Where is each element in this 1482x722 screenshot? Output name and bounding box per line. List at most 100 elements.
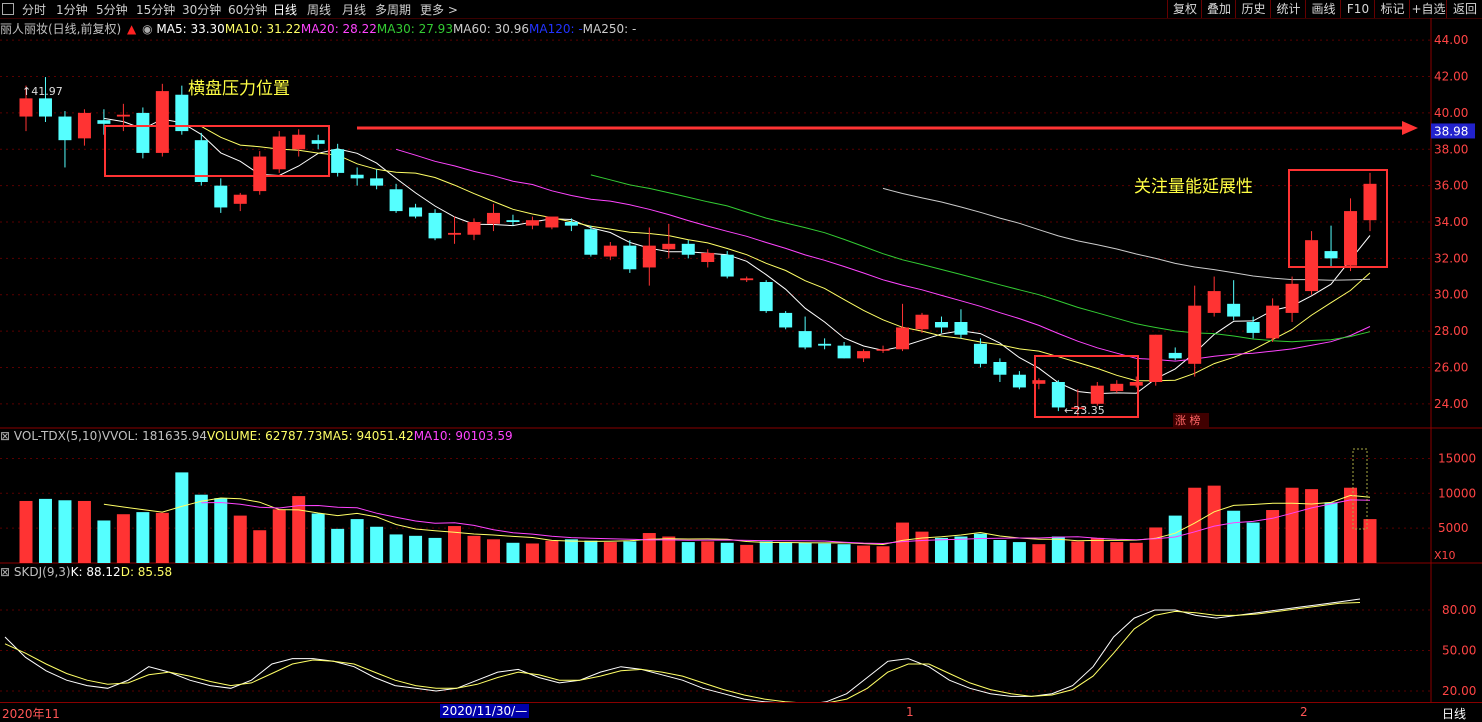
candle[interactable] <box>448 232 462 235</box>
candle[interactable] <box>409 207 423 217</box>
volume-bar[interactable] <box>603 542 617 563</box>
volume-bar[interactable] <box>350 519 364 563</box>
candle[interactable] <box>1051 382 1065 408</box>
volume-bar[interactable] <box>701 541 715 563</box>
period-tab[interactable]: 1分钟 <box>56 3 88 17</box>
volume-bar[interactable] <box>1207 485 1221 563</box>
candle[interactable] <box>603 245 617 257</box>
period-tab[interactable]: 60分钟 <box>228 3 268 17</box>
volume-bar[interactable] <box>58 500 72 563</box>
volume-bar[interactable] <box>1285 487 1299 563</box>
kline-chart[interactable]: 44.00 42.00 40.00 38.00 36.00 34.00 32.00 30.00… <box>0 18 1482 702</box>
candle[interactable] <box>1110 383 1124 392</box>
candle[interactable] <box>759 282 773 312</box>
volume-bar[interactable] <box>1051 536 1065 563</box>
candle[interactable] <box>1071 407 1085 409</box>
candle[interactable] <box>233 194 247 204</box>
period-tab[interactable]: 15分钟 <box>136 3 176 17</box>
candle[interactable] <box>681 243 695 255</box>
volume-bar[interactable] <box>428 537 442 563</box>
volume-bar[interactable] <box>642 533 656 563</box>
candle[interactable] <box>837 345 851 359</box>
volume-bar[interactable] <box>798 542 812 563</box>
volume-bar[interactable] <box>1129 542 1143 563</box>
candle[interactable] <box>896 327 910 350</box>
candle[interactable] <box>876 349 890 351</box>
candle[interactable] <box>1149 334 1163 382</box>
volume-bar[interactable] <box>818 543 832 563</box>
period-tab[interactable]: 分时 <box>22 3 47 17</box>
candle[interactable] <box>1305 240 1319 292</box>
toolbar-button[interactable]: 叠加 <box>1201 0 1236 18</box>
candle[interactable] <box>1090 385 1104 404</box>
candle[interactable] <box>1012 374 1026 388</box>
volume-bar[interactable] <box>233 515 247 563</box>
volume-bar[interactable] <box>525 543 539 563</box>
toolbar-button[interactable]: F10 <box>1340 0 1375 18</box>
candle[interactable] <box>1363 183 1377 221</box>
volume-bar[interactable] <box>623 541 637 563</box>
candle[interactable] <box>701 252 715 262</box>
candle[interactable] <box>428 212 442 239</box>
volume-bar[interactable] <box>253 530 267 563</box>
candle[interactable] <box>740 278 754 281</box>
candle[interactable] <box>1344 211 1358 266</box>
volume-bar[interactable] <box>370 526 384 563</box>
volume-bar[interactable] <box>214 498 228 563</box>
candle[interactable] <box>1129 382 1143 386</box>
candle[interactable] <box>642 245 656 268</box>
candle[interactable] <box>545 216 559 228</box>
candle[interactable] <box>58 116 72 141</box>
volume-bar[interactable] <box>720 542 734 563</box>
volume-bar[interactable] <box>155 512 169 563</box>
volume-bar[interactable] <box>1227 510 1241 563</box>
volume-bar[interactable] <box>175 472 189 563</box>
candle[interactable] <box>292 134 306 150</box>
candle[interactable] <box>973 343 987 364</box>
candle[interactable] <box>77 112 91 139</box>
volume-bar[interactable] <box>77 500 91 563</box>
volume-bar[interactable] <box>779 542 793 563</box>
candle[interactable] <box>1246 322 1260 333</box>
candle[interactable] <box>1032 380 1046 384</box>
candle[interactable] <box>97 120 111 124</box>
volume-bar[interactable] <box>584 540 598 563</box>
toolbar-button[interactable]: 复权 <box>1167 0 1202 18</box>
candle[interactable] <box>253 156 267 192</box>
volume-bar[interactable] <box>759 541 773 563</box>
candle[interactable] <box>272 136 286 170</box>
candle[interactable] <box>1285 283 1299 313</box>
volume-bar[interactable] <box>681 542 695 563</box>
candle[interactable] <box>623 245 637 270</box>
toggle-icon[interactable]: ◉ <box>142 22 153 36</box>
volume-bar[interactable] <box>876 546 890 563</box>
candle[interactable] <box>993 362 1007 375</box>
candle[interactable] <box>194 140 208 182</box>
volume-bar[interactable] <box>311 513 325 563</box>
candle[interactable] <box>370 178 384 186</box>
volume-bar[interactable] <box>467 535 481 563</box>
period-tab[interactable]: 5分钟 <box>96 3 128 17</box>
volume-bar[interactable] <box>1246 522 1260 563</box>
volume-bar[interactable] <box>1012 542 1026 563</box>
volume-bar[interactable] <box>954 536 968 563</box>
volume-bar[interactable] <box>1149 527 1163 563</box>
candle[interactable] <box>584 229 598 255</box>
candle[interactable] <box>19 98 33 117</box>
volume-bar[interactable] <box>448 526 462 563</box>
volume-bar[interactable] <box>38 498 52 563</box>
candle[interactable] <box>1188 305 1202 364</box>
volume-bar[interactable] <box>740 544 754 563</box>
volume-bar[interactable] <box>1266 510 1280 563</box>
candle[interactable] <box>38 98 52 117</box>
candle[interactable] <box>1207 291 1221 313</box>
period-tab[interactable]: 30分钟 <box>182 3 222 17</box>
toolbar-button[interactable]: 统计 <box>1270 0 1306 18</box>
candle[interactable] <box>1168 352 1182 359</box>
volume-bar[interactable] <box>1071 541 1085 563</box>
candle[interactable] <box>175 94 189 132</box>
volume-bar[interactable] <box>136 512 150 563</box>
candle[interactable] <box>467 222 481 235</box>
volume-bar[interactable] <box>934 537 948 563</box>
candle[interactable] <box>1324 251 1338 259</box>
